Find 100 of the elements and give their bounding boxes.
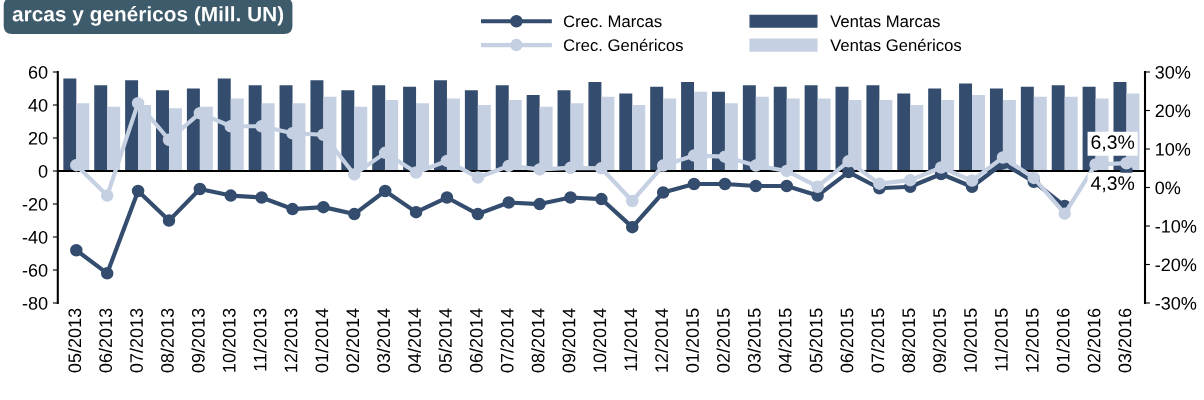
y2-tick-label: 20% <box>1155 104 1191 118</box>
y-tick-label: 60 <box>28 65 48 79</box>
x-tick-label: 10/2013 <box>222 308 236 372</box>
bar <box>817 98 831 171</box>
point <box>193 182 207 196</box>
x-tick-label: 12/2015 <box>1025 308 1039 372</box>
point <box>1120 156 1133 170</box>
point <box>131 96 145 110</box>
point <box>409 166 423 179</box>
point <box>440 191 454 204</box>
x-tick-label: 06/2014 <box>469 308 483 373</box>
point <box>564 191 577 204</box>
bar <box>341 90 355 171</box>
y-tick-label: 20 <box>28 131 48 145</box>
point <box>1027 171 1041 185</box>
x-tick-label: 02/2014 <box>345 308 360 373</box>
bar <box>310 80 324 171</box>
bar <box>619 93 633 171</box>
x-tick-label: 11/2014 <box>623 308 638 371</box>
legend-label: Crec. Marcas <box>563 15 662 28</box>
point <box>70 244 83 257</box>
legend-label: Ventas Marcas <box>830 15 940 28</box>
bar <box>217 78 231 171</box>
x-tick-label: 12/2014 <box>654 308 669 372</box>
annotation: 4,3% <box>1090 176 1135 193</box>
point <box>1058 207 1071 220</box>
x-tick-label: 02/2016 <box>1087 308 1101 373</box>
point <box>378 184 392 198</box>
bar <box>248 85 262 171</box>
point <box>286 202 299 216</box>
bar <box>910 105 924 171</box>
bar <box>1064 96 1078 171</box>
x-tick-label: 11/2015 <box>994 308 1008 371</box>
y-tick-label: 40 <box>28 98 48 112</box>
point <box>533 197 546 211</box>
x-tick-label: 10/2014 <box>592 308 607 372</box>
point <box>626 194 639 208</box>
x-tick-label: 06/2013 <box>98 308 113 373</box>
x-tick-label: 08/2013 <box>160 308 174 373</box>
bar <box>773 86 787 171</box>
x-tick-label: 08/2014 <box>531 308 545 373</box>
point <box>162 214 176 227</box>
x-tick-label: 08/2015 <box>901 308 916 373</box>
bar <box>1051 85 1065 171</box>
y-tick-label: -60 <box>22 263 48 277</box>
x-tick-label: 09/2015 <box>932 308 946 373</box>
bar <box>897 93 911 171</box>
y2-tick-label: -30% <box>1155 296 1197 310</box>
bar <box>107 106 121 171</box>
bar <box>804 85 818 171</box>
bar <box>879 100 893 171</box>
bar <box>1020 86 1034 171</box>
point <box>471 207 485 221</box>
bar <box>372 85 386 171</box>
x-tick-label: 06/2015 <box>840 308 854 373</box>
y2-tick-label: 10% <box>1156 142 1191 156</box>
x-tick-label: 01/2015 <box>685 308 699 373</box>
y2-tick-label: 0% <box>1155 181 1181 195</box>
point <box>100 189 114 202</box>
point <box>595 192 608 206</box>
point <box>348 168 361 181</box>
bar <box>959 83 973 171</box>
y-tick-label: -40 <box>22 230 48 244</box>
point <box>749 179 763 193</box>
bar <box>63 78 77 171</box>
annotation: 6,3% <box>1091 135 1135 152</box>
y-tick-label: -80 <box>22 296 48 310</box>
bar <box>94 85 108 171</box>
bar <box>279 85 293 171</box>
point <box>502 196 515 209</box>
x-tick-label: 05/2014 <box>438 308 452 373</box>
point <box>131 184 145 198</box>
point <box>718 177 732 191</box>
bar <box>464 90 478 171</box>
point <box>348 207 361 221</box>
x-tick-label: 09/2014 <box>562 308 576 373</box>
bar <box>632 105 646 171</box>
bar <box>742 85 756 171</box>
x-tick-label: 09/2013 <box>191 308 205 373</box>
bar <box>403 86 417 171</box>
x-tick-label: 03/2015 <box>747 308 761 373</box>
point <box>780 164 793 178</box>
x-tick-label: 01/2014 <box>315 308 329 373</box>
point <box>656 186 670 199</box>
x-tick-label: 07/2015 <box>870 308 885 373</box>
point <box>873 177 886 190</box>
point <box>409 205 423 219</box>
point <box>255 191 268 204</box>
x-tick-label: 12/2013 <box>284 308 298 372</box>
point <box>471 171 485 184</box>
y-tick-label: 0 <box>38 164 48 178</box>
bar <box>433 80 447 171</box>
point <box>934 161 948 174</box>
point <box>100 267 114 280</box>
point <box>626 220 639 234</box>
x-tick-label: 03/2014 <box>376 308 391 373</box>
point <box>317 200 330 214</box>
point <box>687 177 701 191</box>
x-tick-label: 05/2015 <box>809 308 823 373</box>
bar <box>495 85 509 171</box>
